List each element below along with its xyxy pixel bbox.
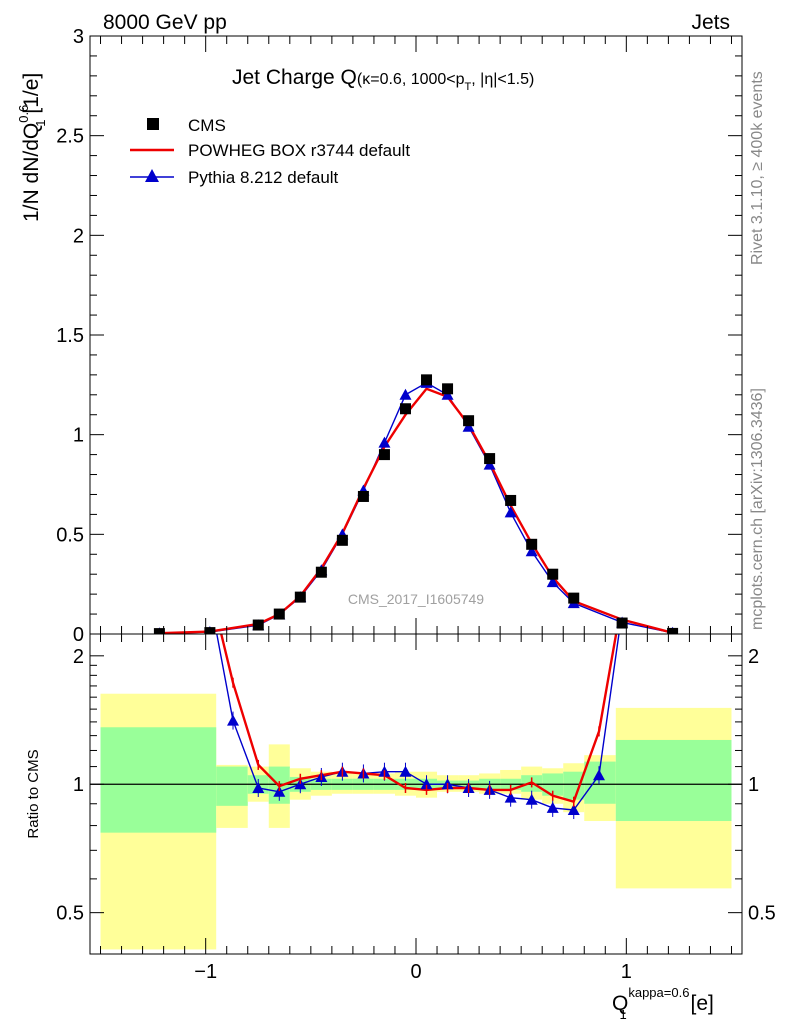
pythia-point — [378, 436, 391, 448]
cms-point — [357, 490, 369, 502]
ratio-y-tick-label: 2 — [73, 646, 84, 668]
main-plot: 0 0.5 1 1.5 2 2.5 3 Jet Charge Q(κ=0.6, 1000<p… — [16, 26, 743, 646]
powheg-ratio-line — [220, 634, 618, 804]
cms-point — [421, 374, 433, 386]
main-y-tick-label: 0.5 — [56, 524, 84, 546]
cms-point — [616, 617, 628, 629]
ratio-y-tick-label: 0.5 — [56, 903, 84, 925]
cms-band-inner — [563, 771, 585, 800]
cms-band-inner — [100, 727, 217, 833]
rivet-version-label: Rivet 3.1.10, ≥ 400k events — [749, 71, 766, 265]
pythia-ratio-point — [546, 801, 559, 813]
pythia-ratio-point — [227, 714, 240, 726]
pythia-ratio-point — [273, 785, 286, 797]
cms-point — [153, 628, 165, 634]
cms-point — [315, 566, 327, 578]
x-tick-label: 0 — [410, 961, 421, 983]
ratio-y-axis-label: Ratio to CMS — [25, 749, 42, 838]
main-y-tick-label: 3 — [73, 26, 84, 48]
mcplots-label: mcplots.cern.ch [arXiv:1306.3436] — [749, 388, 766, 630]
ratio-plot-marks — [90, 634, 742, 820]
legend-powheg-label: POWHEG BOX r3744 default — [188, 141, 410, 160]
legend: CMS POWHEG BOX r3744 default Pythia 8.21… — [130, 116, 410, 187]
pythia-ratio-point — [567, 804, 580, 816]
cms-band-inner — [216, 766, 248, 806]
main-y-axis-label: 1/N dN/dQ0.61 [1/e] — [16, 73, 48, 222]
cms-point — [442, 383, 454, 395]
pythia-ratio-line — [216, 634, 620, 811]
cms-point — [484, 453, 496, 465]
cms-point — [463, 415, 475, 427]
cms-point — [399, 403, 411, 415]
process-label: Jets — [691, 11, 730, 34]
pythia-ratio-point — [420, 778, 433, 790]
x-tick-label: 1 — [621, 961, 632, 983]
cms-point — [667, 627, 679, 634]
chart-title: Jet Charge Q(κ=0.6, 1000<pT, |η|<1.5) — [232, 66, 534, 93]
cms-point — [526, 538, 538, 550]
legend-pythia-marker — [145, 169, 159, 182]
cms-point — [568, 592, 580, 604]
ratio-y-tick-label-right: 2 — [748, 646, 759, 668]
pythia-ratio-point — [525, 793, 538, 805]
ratio-y-tick-label-right: 0.5 — [748, 903, 776, 925]
ratio-plot-axes: −1 0 1 0.5 0.5 1 1 2 2 — [56, 634, 776, 983]
cms-point — [547, 568, 559, 580]
legend-pythia-label: Pythia 8.212 default — [188, 168, 339, 187]
x-tick-label: −1 — [194, 961, 217, 983]
pythia-ratio-point — [399, 765, 412, 777]
pythia-point — [504, 506, 517, 518]
cms-band-inner — [615, 739, 732, 822]
ratio-y-tick-label-right: 1 — [748, 774, 759, 796]
pythia-point — [525, 545, 538, 557]
energy-label: 8000 GeV pp — [103, 11, 227, 34]
cms-point — [378, 449, 390, 461]
cms-point — [252, 619, 264, 631]
ratio-plot: −1 0 1 0.5 0.5 1 1 2 2 Ratio to CMS — [25, 633, 776, 983]
pythia-ratio-point — [504, 791, 517, 803]
main-y-tick-label: 1.5 — [56, 325, 84, 347]
main-y-tick-label: 0 — [73, 624, 84, 646]
main-y-tick-label: 1 — [73, 425, 84, 447]
main-plot-axes: 0 0.5 1 1.5 2 2.5 3 — [56, 26, 742, 646]
main-y-tick-label: 2.5 — [56, 126, 84, 148]
cms-point — [204, 627, 216, 634]
cms-point — [505, 494, 517, 506]
main-y-tick-label: 2 — [73, 225, 84, 247]
cms-point — [336, 534, 348, 546]
cms-point — [273, 608, 285, 620]
main-plot-marks — [153, 374, 679, 634]
legend-cms-label: CMS — [188, 116, 226, 135]
ratio-y-tick-label: 1 — [73, 774, 84, 796]
pythia-point — [399, 388, 412, 400]
analysis-watermark: CMS_2017_I1605749 — [348, 591, 484, 607]
cms-point — [294, 591, 306, 603]
pythia-point — [546, 576, 559, 588]
pythia-ratio-point — [252, 781, 265, 793]
legend-cms-marker — [147, 118, 159, 130]
x-axis-label: Qkappa=0.6 1 [e] — [612, 985, 714, 1022]
pythia-ratio-point — [592, 769, 605, 781]
ratio-plot-frame — [89, 633, 743, 955]
ratio-bands — [100, 693, 732, 950]
